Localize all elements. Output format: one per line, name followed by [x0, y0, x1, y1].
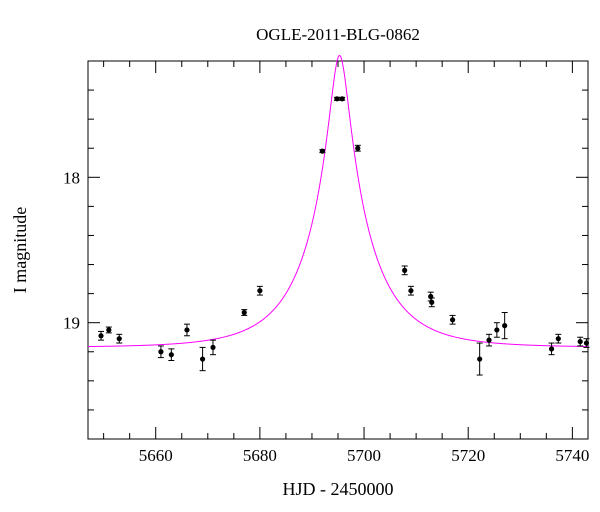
point-marker — [429, 299, 435, 305]
point-marker — [158, 349, 164, 355]
point-marker — [334, 96, 340, 102]
point-marker — [548, 346, 555, 352]
y-tick-label: 19 — [63, 314, 80, 333]
data-point — [354, 144, 361, 152]
model-curve-layer — [87, 54, 589, 348]
x-tick-label: 5660 — [139, 446, 173, 465]
data-point — [486, 333, 493, 347]
data-points-layer — [98, 96, 590, 376]
data-point — [555, 333, 562, 344]
x-axis — [103, 61, 573, 439]
point-marker — [577, 338, 583, 345]
point-marker — [355, 145, 361, 151]
data-point — [577, 336, 584, 347]
point-marker — [449, 317, 456, 323]
plot-frame — [87, 60, 589, 440]
point-marker — [339, 96, 345, 102]
data-point — [339, 96, 346, 102]
model-curve — [87, 54, 589, 348]
point-marker — [257, 288, 263, 294]
data-point — [583, 338, 590, 348]
y-tick-label: 18 — [63, 168, 80, 187]
point-marker — [494, 327, 500, 333]
x-tick-label: 5700 — [347, 446, 381, 465]
point-marker — [408, 288, 414, 294]
x-tick-labels: 5660 5680 5700 5720 5740 — [139, 446, 590, 465]
point-marker — [241, 309, 247, 316]
point-marker — [402, 267, 408, 273]
point-marker — [199, 356, 206, 362]
data-point — [548, 342, 555, 356]
point-marker — [210, 344, 216, 351]
x-tick-label: 5680 — [243, 446, 277, 465]
data-point — [333, 96, 340, 102]
point-marker — [98, 333, 104, 339]
data-point — [427, 291, 434, 302]
chart-title: OGLE-2011-BLG-0862 — [256, 25, 420, 44]
y-tick-labels: 18 19 — [63, 168, 80, 332]
data-point — [501, 312, 508, 340]
point-marker — [106, 327, 112, 333]
data-point — [241, 309, 248, 316]
point-marker — [486, 337, 492, 343]
point-marker — [477, 356, 483, 362]
data-point — [449, 314, 456, 325]
point-marker — [502, 323, 508, 329]
point-marker — [168, 352, 174, 358]
x-axis-title: HJD - 2450000 — [283, 479, 394, 499]
data-point — [168, 348, 175, 361]
data-point — [476, 342, 483, 376]
x-tick-label: 5720 — [451, 446, 485, 465]
data-point — [210, 339, 216, 356]
y-axis — [88, 60, 588, 440]
x-tick-label: 5740 — [555, 446, 589, 465]
data-point — [183, 323, 190, 337]
data-point — [116, 333, 123, 344]
point-marker — [184, 327, 190, 333]
data-point — [493, 322, 500, 338]
data-point — [199, 346, 206, 372]
data-point — [407, 285, 414, 296]
data-point — [256, 285, 263, 296]
data-point — [157, 345, 164, 359]
data-point — [98, 330, 105, 341]
data-point — [319, 148, 326, 154]
point-marker — [116, 336, 122, 342]
data-point — [401, 265, 408, 276]
y-axis-title: I magnitude — [10, 207, 30, 293]
point-marker — [555, 336, 561, 342]
data-point — [428, 297, 435, 308]
point-marker — [319, 148, 325, 154]
point-marker — [583, 340, 590, 346]
data-point — [105, 326, 112, 334]
